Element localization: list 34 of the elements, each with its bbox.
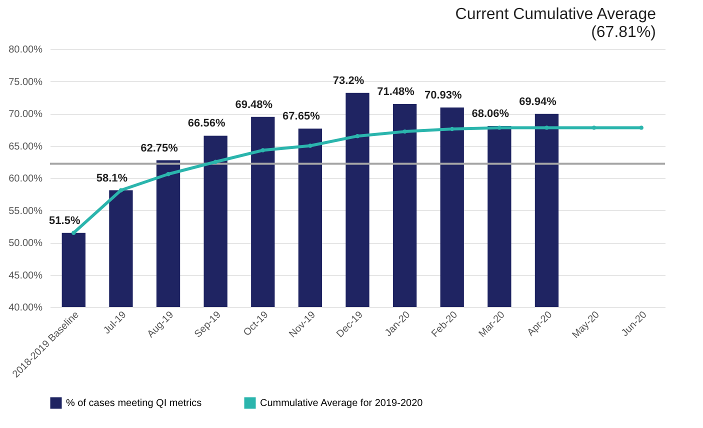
- data-label: 51.5%: [49, 214, 80, 227]
- y-tick-label: 45.00%: [8, 270, 43, 282]
- y-tick-label: 50.00%: [8, 238, 43, 249]
- point: [497, 126, 502, 130]
- point: [308, 144, 312, 148]
- data-label: 62.75%: [140, 142, 178, 154]
- chart-subtitle: (67.81%): [591, 24, 656, 41]
- chart-title: Current Cumulative Average: [455, 6, 656, 23]
- y-tick-label: 40.00%: [8, 302, 43, 314]
- data-label: 69.48%: [235, 98, 273, 111]
- data-label: 66.56%: [188, 118, 226, 130]
- point: [402, 129, 407, 134]
- y-tick-label: 60.00%: [8, 174, 43, 184]
- legend-label: Cummulative Average for 2019-2020: [260, 398, 424, 409]
- point: [639, 126, 644, 130]
- data-label: 73.2%: [332, 74, 364, 87]
- data-label: 71.48%: [377, 86, 415, 98]
- data-label: 67.65%: [282, 110, 320, 123]
- point: [72, 230, 76, 235]
- y-tick-label: 55.00%: [8, 206, 43, 217]
- point: [118, 188, 124, 192]
- point: [213, 160, 218, 164]
- data-label: 68.06%: [472, 108, 510, 120]
- data-label: 70.93%: [424, 90, 462, 102]
- data-label: 69.94%: [519, 96, 557, 108]
- y-tick-label: 65.00%: [8, 141, 43, 152]
- point: [166, 172, 170, 176]
- legend-label: % of cases meeting QI metrics: [66, 398, 202, 409]
- point: [592, 126, 596, 130]
- data-label: 58.1%: [96, 172, 128, 184]
- y-tick-label: 75.00%: [8, 76, 43, 88]
- y-tick-label: 80.00%: [8, 44, 43, 56]
- y-tick-label: 70.00%: [8, 109, 43, 120]
- point: [544, 126, 549, 130]
